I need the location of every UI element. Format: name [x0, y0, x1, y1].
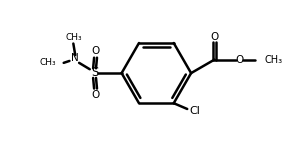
Text: O: O: [91, 90, 100, 100]
Text: S: S: [91, 66, 98, 79]
Text: O: O: [91, 46, 100, 56]
Text: CH₃: CH₃: [265, 55, 283, 65]
Text: N: N: [71, 53, 79, 63]
Text: CH₃: CH₃: [40, 58, 57, 67]
Text: CH₃: CH₃: [65, 33, 82, 42]
Text: O: O: [210, 32, 219, 42]
Text: O: O: [235, 55, 244, 65]
Text: Cl: Cl: [189, 106, 201, 116]
